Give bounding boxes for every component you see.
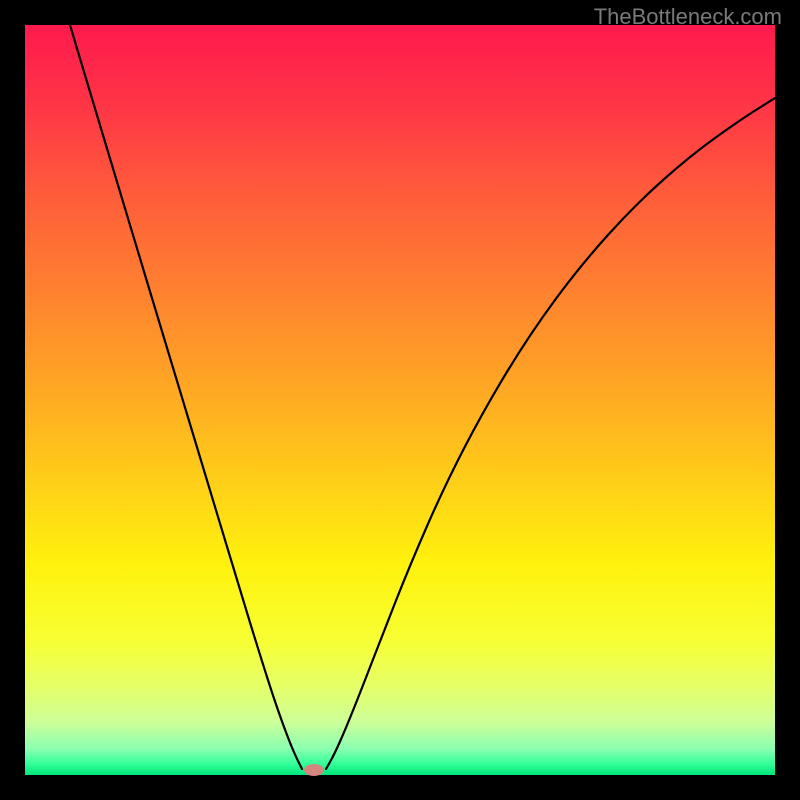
chart-svg [0,0,800,800]
bottleneck-chart [0,0,800,800]
plot-gradient-background [25,25,775,775]
optimum-marker [304,764,324,776]
watermark-text: TheBottleneck.com [594,4,782,30]
